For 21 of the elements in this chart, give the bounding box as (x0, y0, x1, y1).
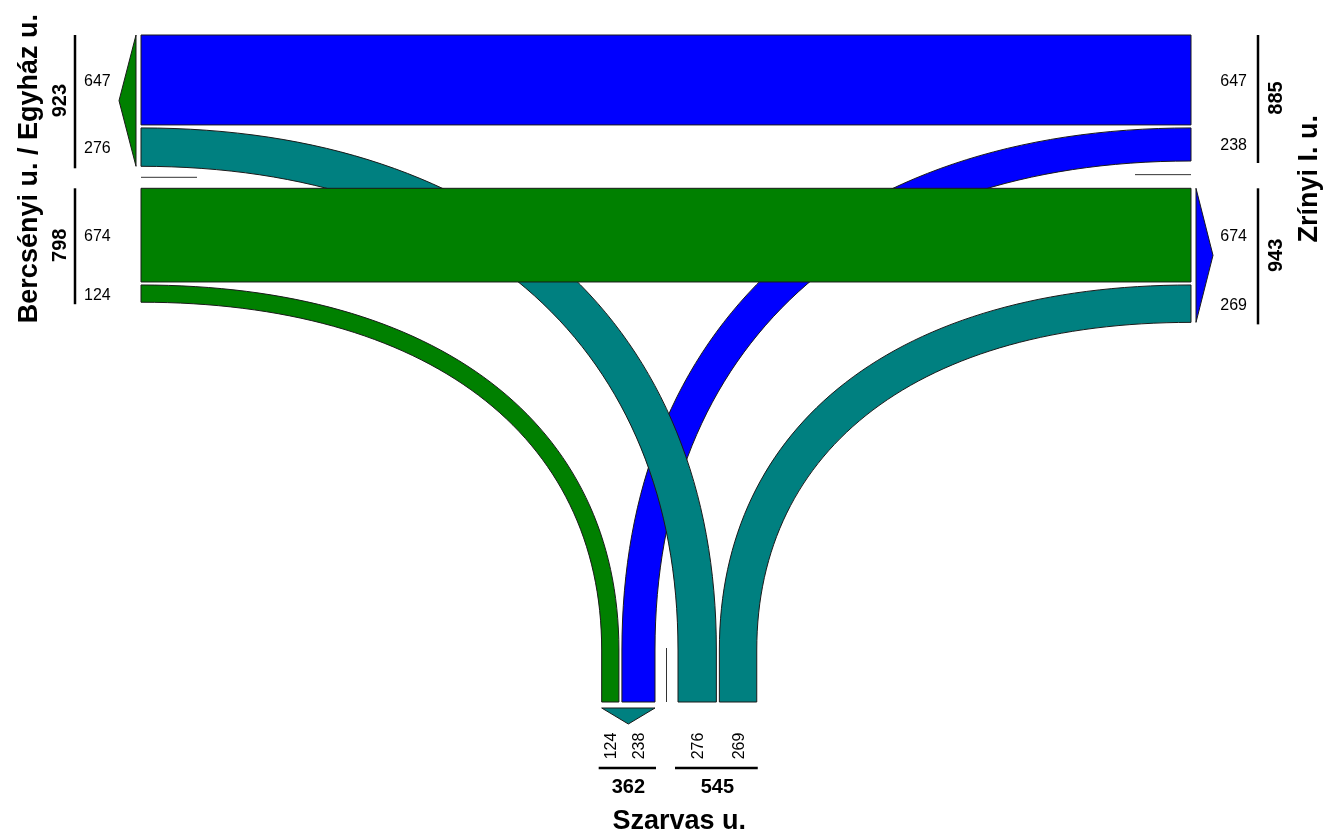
text: 362 (611, 775, 646, 797)
text: 798 (48, 228, 70, 262)
data-label: 276 (84, 138, 111, 156)
data-label: 124 (601, 732, 619, 760)
data-label: 647 (84, 71, 111, 89)
text: 674 (84, 226, 111, 244)
text: 269 (729, 732, 747, 760)
text: 545 (700, 775, 735, 797)
text: 923 (48, 83, 70, 118)
data-label: 269 (1220, 295, 1248, 313)
text: 276 (688, 732, 706, 760)
text: 885 (1264, 81, 1286, 115)
category-label: Szarvas u. (612, 805, 747, 834)
text: 238 (1220, 135, 1248, 153)
data-label: 238 (629, 732, 647, 760)
data-label: 674 (1220, 226, 1248, 244)
category-label: Bercsényi u. / Egyház u. (13, 14, 43, 324)
category-label: Zrínyi I. u. (1293, 114, 1323, 243)
text: 647 (1220, 71, 1248, 89)
text: 943 (1264, 238, 1286, 273)
text: 124 (84, 285, 111, 303)
